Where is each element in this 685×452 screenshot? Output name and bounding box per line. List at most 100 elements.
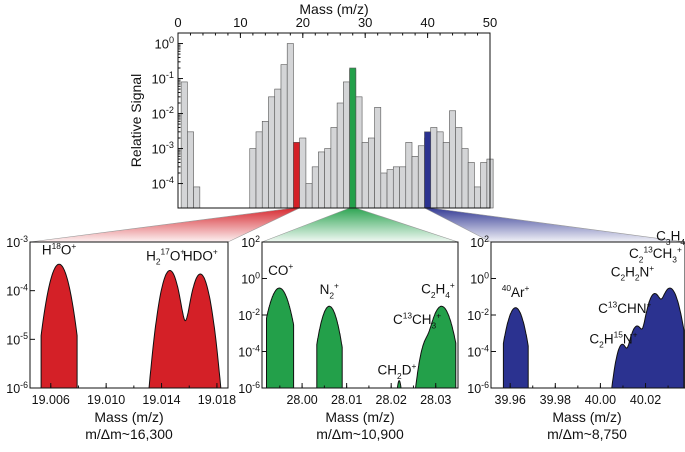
zoom-ytick-label: 10-6: [467, 380, 489, 396]
peak-label-part: 4: [680, 237, 685, 247]
peak-label-part: CH: [378, 362, 398, 377]
peak-label: C2H2N+: [611, 263, 655, 283]
zoom-panel-h3o: 19.006 19.010 19.014 19.01810-610-510-410-3…: [6, 234, 236, 442]
peak-label-part: 2: [397, 371, 402, 381]
zoom-xtick-label: 19.010: [87, 393, 125, 407]
overview-bar-m12: [249, 148, 257, 209]
zoom-ytick-label: 10-4: [238, 343, 260, 359]
overview-bar-m44: [449, 110, 456, 209]
overview-bar-m47: [467, 162, 475, 209]
zoom-ytick-label-base: 10: [470, 236, 484, 250]
zoom-ytick-label: 10-5: [6, 331, 28, 347]
overview-ytick-label: 10-2: [151, 105, 174, 121]
zoom-xlabel: Mass (m/z): [325, 409, 394, 425]
peak-area-3-1: [611, 287, 685, 388]
zoom-ytick-label-base: 10: [467, 309, 481, 323]
peak-label-part: C: [598, 301, 608, 316]
zoom-peaks-3: [502, 287, 685, 388]
peak-label: C13CH3+: [393, 310, 441, 330]
peak-label-part: 2: [599, 340, 604, 350]
overview-bar-m20: [299, 137, 307, 209]
peak-label-part: H: [625, 264, 635, 279]
zoom-resolution: m/Δm~10,900: [316, 426, 404, 442]
peak-label-part: +: [649, 263, 654, 273]
zoom-ytick-label-exp: 2: [255, 234, 260, 244]
peak-label-part: 13: [608, 299, 618, 309]
overview-ytick-label: 10-4: [151, 175, 174, 191]
overview-ytick-label-exp: -2: [166, 105, 174, 115]
overview-bar-m21: [305, 183, 313, 209]
overview-ytick-label-exp: -3: [166, 140, 174, 150]
overview-xlabel: Mass (m/z): [299, 1, 368, 17]
overview-ytick-label: 100: [154, 35, 174, 51]
overview-xtick-label: 0: [174, 15, 181, 30]
overview-xtick-label: 50: [483, 15, 497, 30]
peak-label-part: C: [421, 282, 431, 297]
zoom-xtick-label: 39.98: [540, 393, 571, 407]
peak-label-part: CHN: [617, 301, 646, 316]
peak-area-2-3: [415, 305, 457, 388]
zoom-frame-1: [29, 241, 229, 389]
peak-label-part: 2: [639, 254, 644, 264]
zoom-peaks-1: [40, 263, 222, 388]
overview-bar-m32: [374, 107, 382, 209]
overview-bar-m33: [380, 172, 388, 209]
peak-label-part: 2: [620, 273, 625, 283]
peak-label: N2+: [320, 280, 339, 300]
peak-label-part: 18: [52, 241, 62, 251]
zoom-ytick-label: 102: [470, 234, 489, 250]
overview-bar-m45: [455, 127, 463, 209]
zoom-connectors: [29, 207, 685, 243]
peak-label-part: 4: [445, 290, 450, 300]
overview-ytick-label-base: 10: [151, 177, 165, 192]
zoom-ytick-label-base: 10: [6, 382, 20, 396]
zoom-panel-mass-28: 28.00 28.01 28.02 28.0310-610-410-2100102CO…: [238, 234, 459, 442]
peak-label-part: +: [288, 261, 293, 271]
peak-label-part: +: [450, 280, 455, 290]
zoom-xtick-label: 40.02: [630, 393, 661, 407]
overview-bar-m42: [436, 131, 444, 209]
peak-label-part: H: [42, 243, 52, 258]
zoom-resolution: m/Δm~8,750: [547, 426, 627, 442]
zoom-ytick-label-base: 10: [6, 285, 20, 299]
overview-ytick-label: 10-3: [151, 140, 174, 156]
peak-label-part: 2: [156, 257, 161, 267]
zoom-xtick-label: 28.02: [376, 393, 407, 407]
peak-label: H18O+: [42, 241, 77, 258]
overview-bar-m3: [193, 186, 201, 209]
zoom-ytick-label: 10-3: [6, 234, 28, 250]
zoom-ytick-label: 100: [241, 270, 260, 286]
peak-label-part: N: [623, 331, 633, 346]
peak-area-2-2: [396, 380, 402, 388]
overview-bar-m30: [361, 142, 369, 209]
zoom-ytick-label-exp: -2: [252, 307, 260, 317]
peak-label-part: C: [629, 246, 639, 261]
overview-bar-m24: [324, 148, 332, 209]
peak-label: HDO+: [183, 247, 218, 264]
peak-label-part: +: [180, 247, 185, 257]
overview-bar-m38: [411, 156, 419, 209]
zoom-ytick-label-exp: -3: [20, 234, 28, 244]
zoom-xtick-label: 28.03: [420, 393, 451, 407]
peak-label-part: CO: [268, 263, 288, 278]
overview-bar-m26: [336, 102, 344, 209]
zoom-xtick-label: 19.006: [32, 393, 70, 407]
peak-label-part: 3: [666, 237, 671, 247]
peak-label-part: CH: [653, 246, 673, 261]
peak-label-part: N: [640, 264, 650, 279]
peak-label: C213CH3+: [629, 245, 682, 265]
overview-bar-m15: [268, 96, 276, 209]
peak-label: C13CHN+: [598, 299, 651, 316]
zoom-ytick-label-base: 10: [6, 236, 20, 250]
zoom-ytick-label-exp: -4: [252, 343, 260, 353]
peak-label-part: 2: [431, 290, 436, 300]
peak-label-part: CH: [412, 312, 432, 327]
overview-bar-m18: [286, 43, 294, 209]
peak-label-part: 3: [672, 254, 677, 264]
peak-label-part: +: [213, 247, 218, 257]
zoom-ytick-label: 10-4: [6, 282, 28, 298]
zoom-ytick-label-base: 10: [238, 346, 252, 360]
overview-xtick-label: 40: [420, 15, 434, 30]
overview-bar-m36: [399, 166, 407, 209]
peak-label: CO+: [268, 261, 293, 278]
